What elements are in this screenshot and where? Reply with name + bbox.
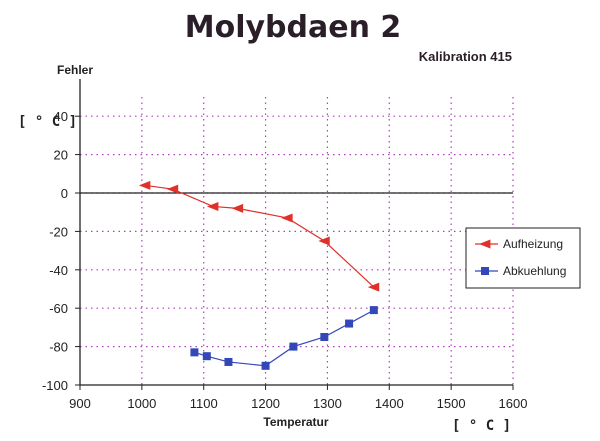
data-point-square: [289, 342, 298, 351]
legend-marker-square: [481, 267, 489, 275]
series-line-abkuehlung: [194, 309, 375, 367]
y-tick-label: 40: [54, 109, 68, 124]
x-tick-label: 1200: [251, 396, 280, 411]
y-axis-label: Fehler: [57, 63, 93, 77]
data-point-triangle: [166, 184, 179, 194]
y-tick-label: 20: [54, 148, 68, 163]
data-point-square: [261, 361, 270, 370]
grid: [80, 97, 514, 385]
legend-marker-triangle: [479, 239, 491, 249]
data-point-triangle: [281, 213, 293, 223]
data-point-square: [202, 352, 211, 361]
legend: Aufheizung Abkuehlung: [465, 227, 581, 289]
data-point-square: [190, 348, 199, 357]
y-tick-label: -40: [49, 263, 68, 278]
data-point-triangle: [367, 282, 380, 292]
x-tick-label: 1400: [375, 396, 404, 411]
data-point-square: [224, 357, 233, 366]
x-tick-label: 1600: [499, 396, 528, 411]
y-tick-label: -80: [49, 340, 68, 355]
data-point-triangle: [231, 203, 244, 213]
y-tick-label: -20: [49, 224, 68, 239]
chart-title: Molybdaen 2: [185, 10, 402, 45]
data-point-triangle: [206, 201, 219, 211]
x-tick-label: 1300: [313, 396, 342, 411]
data-point-triangle: [138, 180, 151, 190]
legend-label-aufheizung: Aufheizung: [503, 237, 563, 251]
x-tick-label: 1100: [190, 396, 218, 411]
y-tick-label: -100: [42, 378, 68, 393]
data-point-triangle: [318, 236, 330, 246]
y-tick-label: 0: [61, 186, 68, 201]
series: [138, 180, 380, 370]
axes: [75, 79, 514, 390]
chart-subtitle: Kalibration 415: [419, 49, 512, 64]
x-axis-unit: [ ° C ]: [452, 418, 511, 434]
x-tick-label: 1500: [437, 396, 466, 411]
tick-labels: 900 1000 1100 1200 1300 1400 1500 1600 -100 -80 -6…: [42, 109, 527, 411]
data-point-square: [320, 333, 329, 341]
x-tick-label: 1000: [127, 396, 156, 411]
legend-box: [465, 227, 581, 289]
data-point-square: [345, 319, 354, 328]
series-line-aufheizung: [144, 184, 375, 288]
y-axis-unit: [ ° C ]: [18, 114, 77, 130]
y-tick-label: -60: [49, 301, 68, 316]
x-axis-label: Temperatur: [263, 415, 328, 429]
data-point-square: [369, 306, 378, 315]
x-tick-label: 900: [69, 396, 91, 411]
legend-label-abkuehlung: Abkuehlung: [503, 264, 566, 278]
